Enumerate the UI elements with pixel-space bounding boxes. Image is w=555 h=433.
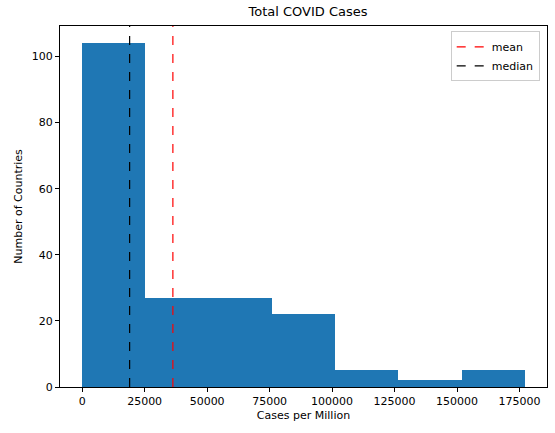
svg-text:Number of Countries: Number of Countries [12,149,25,264]
svg-text:40: 40 [39,249,53,262]
svg-text:Cases per Million: Cases per Million [257,409,350,422]
svg-text:80: 80 [39,116,53,129]
svg-text:20: 20 [39,315,53,328]
svg-text:150000: 150000 [436,395,478,408]
svg-text:60: 60 [39,183,53,196]
svg-text:0: 0 [46,381,53,394]
svg-text:50000: 50000 [190,395,225,408]
svg-text:0: 0 [79,395,86,408]
svg-text:75000: 75000 [252,395,287,408]
svg-text:mean: mean [492,41,523,54]
svg-text:100000: 100000 [311,395,353,408]
svg-text:25000: 25000 [127,395,162,408]
svg-text:Total COVID Cases: Total COVID Cases [248,4,368,19]
svg-text:100: 100 [32,50,53,63]
svg-text:175000: 175000 [499,395,541,408]
svg-text:median: median [492,60,533,73]
svg-text:125000: 125000 [374,395,416,408]
